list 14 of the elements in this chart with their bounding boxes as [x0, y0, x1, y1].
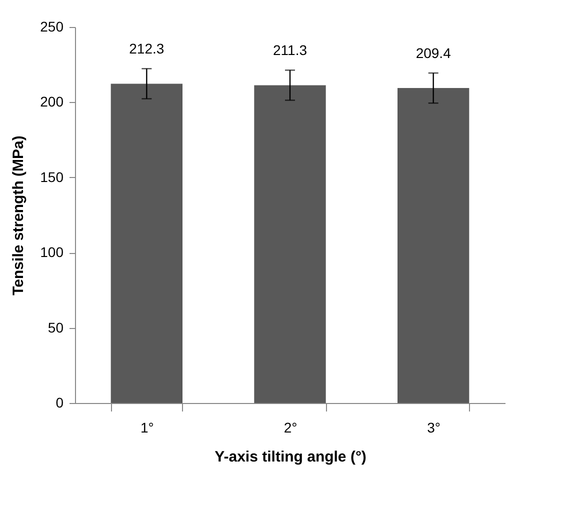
- x-tick-label: 2°: [284, 420, 298, 436]
- data-label: 209.4: [416, 45, 452, 62]
- y-axis-title: Tensile strength (MPa): [10, 136, 28, 296]
- x-axis-title: Y-axis tilting angle (°): [214, 448, 366, 466]
- y-tick-label: 0: [56, 394, 64, 410]
- y-tick-label: 250: [40, 18, 64, 34]
- y-tick-label: 50: [48, 319, 64, 336]
- data-label: 211.3: [273, 42, 308, 58]
- x-tick-label: 3°: [427, 420, 441, 436]
- y-tick-label: 150: [40, 168, 64, 185]
- x-tick-label: 1°: [140, 420, 154, 436]
- y-tick-label: 100: [40, 244, 64, 260]
- y-tick-label: 200: [40, 94, 64, 110]
- data-label: 212.3: [129, 40, 164, 57]
